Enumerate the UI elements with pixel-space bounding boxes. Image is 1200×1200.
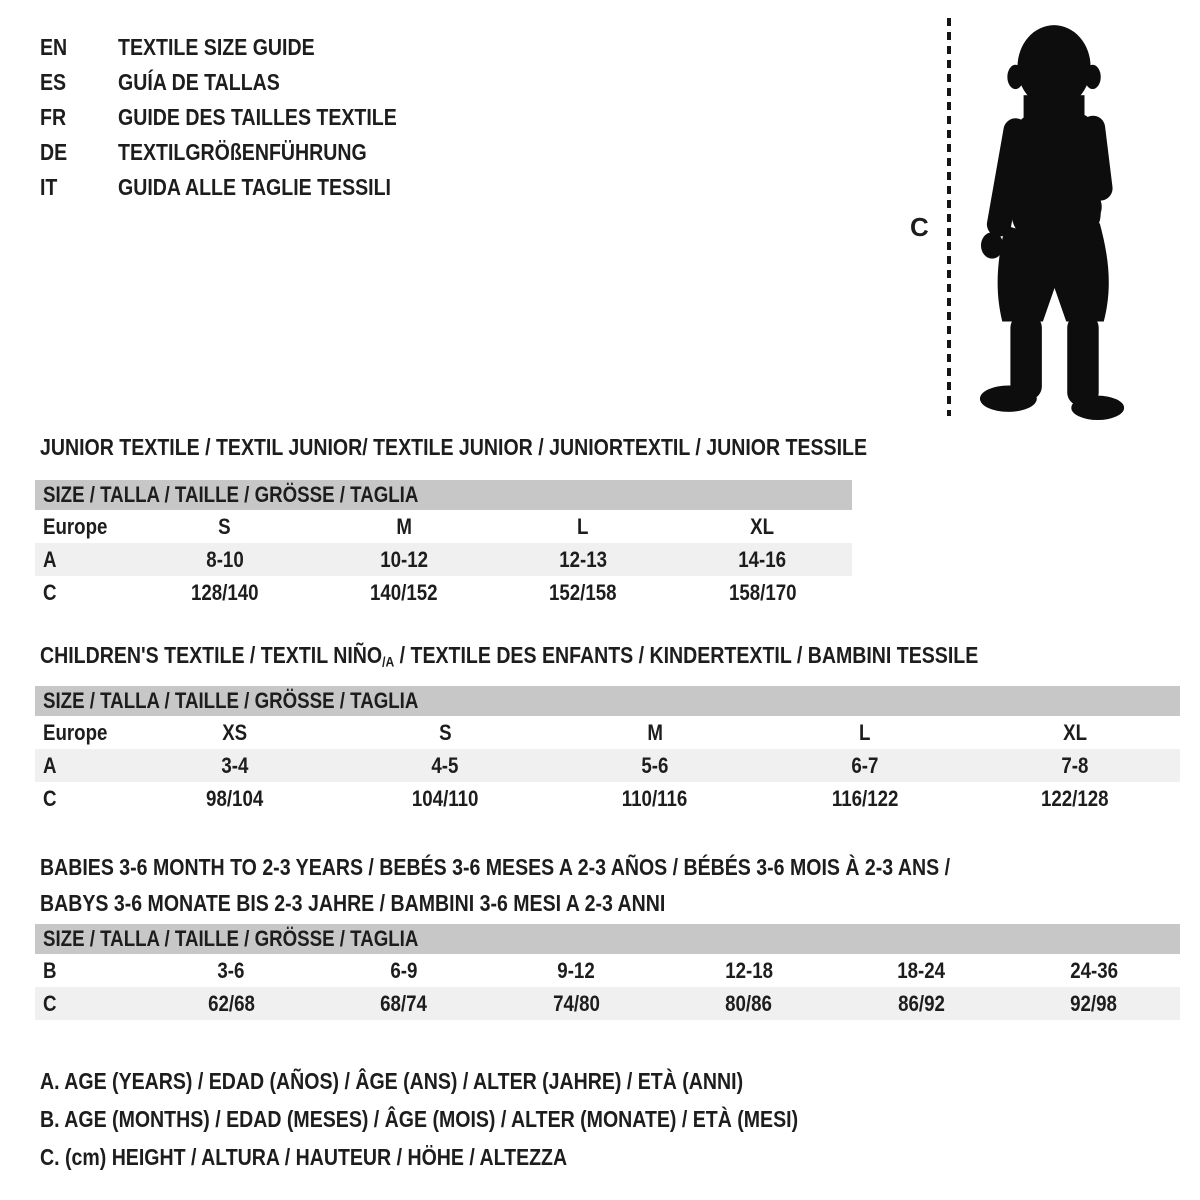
- size-cell: XL: [750, 514, 775, 539]
- lang-row-fr: FR GUIDE DES TAILLES TEXTILE: [40, 100, 446, 135]
- value-cell: 24-36: [1069, 958, 1118, 983]
- lang-code: EN: [40, 34, 68, 60]
- size-cell: S: [438, 720, 452, 745]
- value-cell: 116/122: [831, 786, 899, 811]
- row-label: Europe: [43, 514, 108, 539]
- size-cell: M: [396, 514, 412, 539]
- row-label: Europe: [43, 720, 108, 745]
- size-cell: XS: [222, 720, 248, 745]
- row-label: A: [43, 753, 57, 778]
- value-cell: 92/98: [1070, 991, 1118, 1016]
- table-row-europe: Europe XS S M L XL: [35, 716, 1180, 749]
- lang-row-en: EN TEXTILE SIZE GUIDE: [40, 30, 446, 65]
- value-cell: 68/74: [380, 991, 428, 1016]
- value-cell: 6-9: [390, 958, 418, 983]
- value-cell: 12-18: [724, 958, 773, 983]
- table-row-height: C 98/104 104/110 110/116 116/122 122/128: [35, 782, 1180, 815]
- value-cell: 7-8: [1061, 753, 1089, 778]
- value-cell: 3-4: [221, 753, 249, 778]
- value-cell: 3-6: [217, 958, 245, 983]
- size-cell: L: [577, 514, 589, 539]
- lang-title: GUIDE DES TAILLES TEXTILE: [118, 104, 397, 130]
- value-cell: 74/80: [552, 991, 600, 1016]
- value-cell: 5-6: [641, 753, 669, 778]
- value-cell: 18-24: [897, 958, 946, 983]
- table-row-height: C 62/68 68/74 74/80 80/86 86/92 92/98: [35, 987, 1180, 1020]
- lang-code: FR: [40, 104, 67, 130]
- value-cell: 62/68: [207, 991, 255, 1016]
- row-label: C: [43, 786, 57, 811]
- language-title-block: EN TEXTILE SIZE GUIDE ES GUÍA DE TALLAS FR…: [40, 30, 446, 205]
- value-cell: 14-16: [738, 547, 787, 572]
- legend-age-months: B. AGE (MONTHS) / EDAD (MESES) / ÂGE (MO…: [40, 1106, 799, 1132]
- size-header-bar: SIZE / TALLA / TAILLE / GRÖSSE / TAGLIA: [35, 686, 1180, 716]
- row-label: B: [43, 958, 57, 983]
- table-row-months: B 3-6 6-9 9-12 12-18 18-24 24-36: [35, 954, 1180, 987]
- value-cell: 140/152: [370, 580, 438, 605]
- junior-table-title: JUNIOR TEXTILE / TEXTIL JUNIOR/ TEXTILE …: [40, 434, 868, 460]
- lang-code: ES: [40, 69, 67, 95]
- lang-code: IT: [40, 174, 58, 200]
- size-header-bar: SIZE / TALLA / TAILLE / GRÖSSE / TAGLIA: [35, 480, 852, 510]
- value-cell: 9-12: [557, 958, 595, 983]
- value-cell: 8-10: [205, 547, 244, 572]
- value-cell: 128/140: [190, 580, 259, 605]
- lang-row-it: IT GUIDA ALLE TAGLIE TESSILI: [40, 170, 446, 205]
- lang-title: GUÍA DE TALLAS: [118, 69, 280, 95]
- toddler-silhouette-icon: [979, 25, 1125, 420]
- value-cell: 4-5: [431, 753, 459, 778]
- children-table: SIZE / TALLA / TAILLE / GRÖSSE / TAGLIA …: [35, 686, 1180, 815]
- value-cell: 86/92: [897, 991, 945, 1016]
- legend-age-years: A. AGE (YEARS) / EDAD (AÑOS) / ÂGE (ANS)…: [40, 1068, 744, 1094]
- value-cell: 158/170: [728, 580, 797, 605]
- table-row-europe: Europe S M L XL: [35, 510, 852, 543]
- value-cell: 152/158: [549, 580, 617, 605]
- value-cell: 104/110: [411, 786, 479, 811]
- lang-title: TEXTILE SIZE GUIDE: [118, 34, 315, 60]
- children-table-title: CHILDREN'S TEXTILE / TEXTIL NIÑO/A / TEX…: [40, 642, 979, 671]
- lang-code: DE: [40, 139, 68, 165]
- legend-height-cm: C. (cm) HEIGHT / ALTURA / HAUTEUR / HÖHE…: [40, 1144, 568, 1170]
- babies-table: SIZE / TALLA / TAILLE / GRÖSSE / TAGLIA …: [35, 924, 1180, 1020]
- size-cell: L: [859, 720, 871, 745]
- junior-table: SIZE / TALLA / TAILLE / GRÖSSE / TAGLIA …: [35, 480, 852, 609]
- size-cell: M: [647, 720, 663, 745]
- value-cell: 122/128: [1041, 786, 1109, 811]
- value-cell: 12-13: [559, 547, 608, 572]
- lang-row-es: ES GUÍA DE TALLAS: [40, 65, 446, 100]
- lang-title: TEXTILGRÖßENFÜHRUNG: [118, 139, 367, 165]
- table-row-age: A 8-10 10-12 12-13 14-16: [35, 543, 852, 576]
- value-cell: 6-7: [851, 753, 879, 778]
- table-row-height: C 128/140 140/152 152/158 158/170: [35, 576, 852, 609]
- height-dashed-line: [947, 18, 951, 416]
- row-label: C: [43, 991, 57, 1016]
- babies-table-title-line1: BABIES 3-6 MONTH TO 2-3 YEARS / BEBÉS 3-…: [40, 854, 951, 880]
- row-label: C: [43, 580, 57, 605]
- lang-row-de: DE TEXTILGRÖßENFÜHRUNG: [40, 135, 446, 170]
- table-row-age: A 3-4 4-5 5-6 6-7 7-8: [35, 749, 1180, 782]
- size-cell: XL: [1063, 720, 1087, 745]
- size-header-bar: SIZE / TALLA / TAILLE / GRÖSSE / TAGLIA: [35, 924, 1180, 954]
- value-cell: 80/86: [725, 991, 773, 1016]
- value-cell: 110/116: [622, 786, 688, 811]
- value-cell: 98/104: [206, 786, 264, 811]
- value-cell: 10-12: [379, 547, 428, 572]
- babies-table-title-line2: BABYS 3-6 MONATE BIS 2-3 JAHRE / BAMBINI…: [40, 890, 666, 916]
- height-measure-label: C: [910, 212, 929, 242]
- row-label: A: [43, 547, 57, 572]
- size-cell: S: [218, 514, 231, 539]
- lang-title: GUIDA ALLE TAGLIE TESSILI: [118, 174, 391, 200]
